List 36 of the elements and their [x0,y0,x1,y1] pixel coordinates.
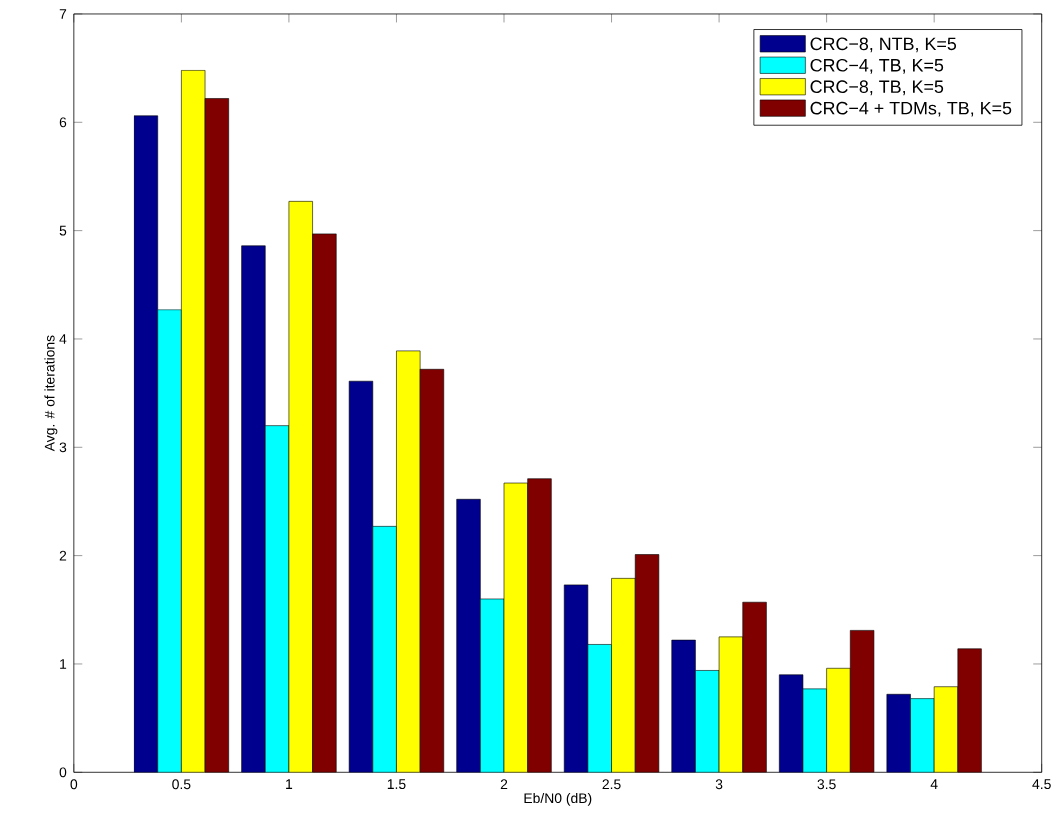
bar [264,425,290,773]
bar [957,648,982,773]
legend-label: CRC−4 + TDMs, TB, K=5 [810,101,1012,117]
bar [826,667,851,773]
bar [611,578,636,773]
bar [157,309,182,773]
bar [456,498,481,773]
bar [241,245,266,773]
bar [396,350,421,773]
bar [372,526,397,773]
bar [419,368,445,773]
bar [695,670,720,773]
bar [527,478,552,773]
bar [181,69,206,773]
bar [718,636,744,773]
bar [742,601,767,773]
bar [671,639,696,773]
bar [480,598,505,773]
legend-label: CRC−8, TB, K=5 [810,80,944,96]
legend-label: CRC−8, NTB, K=5 [810,37,957,53]
bar [886,693,911,773]
bar [204,98,229,773]
bar [587,644,612,773]
bar [849,630,875,773]
bar [348,380,374,773]
bar [288,201,313,773]
legend-label: CRC−4, TB, K=5 [810,58,944,74]
bar [635,554,659,773]
bar [933,686,959,773]
bar [910,698,935,773]
bar [503,482,528,773]
bar [779,674,804,773]
bar [564,584,588,773]
bar [133,115,159,773]
bar [312,233,337,773]
bar [802,688,827,773]
